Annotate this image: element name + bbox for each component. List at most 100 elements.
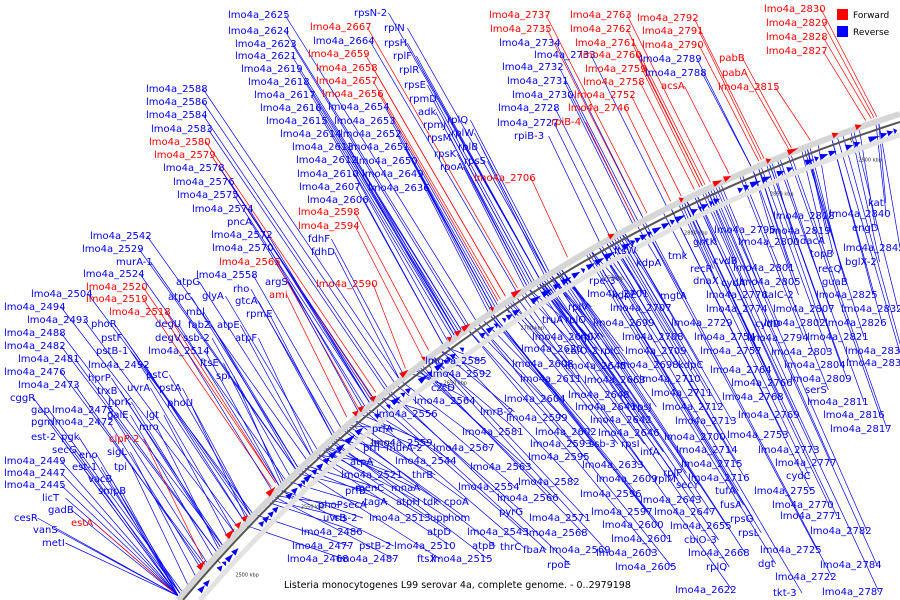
leader-line xyxy=(489,314,593,433)
gene-label: czcD xyxy=(431,383,455,394)
reverse-gene-arrow xyxy=(335,443,346,453)
reverse-gene-arrow xyxy=(708,200,714,207)
gene-label: lmo4a_2701 xyxy=(587,289,649,300)
gene-label: cpoA xyxy=(444,497,469,508)
reverse-gene-arrow xyxy=(442,359,448,365)
reverse-gene-arrow xyxy=(385,404,391,410)
gene-label: rplC xyxy=(600,346,620,357)
gene-label: lmo4a_2559 xyxy=(371,438,433,449)
reverse-gene-arrow xyxy=(512,309,521,316)
reverse-gene-arrow xyxy=(390,396,401,406)
leader-line xyxy=(372,67,506,297)
leader-line xyxy=(265,501,359,533)
gene-label: lmo4a_2770 xyxy=(772,500,834,511)
leader-line xyxy=(548,135,602,245)
leader-line xyxy=(639,81,695,190)
gene-label: uvrB xyxy=(323,513,346,524)
gene-label: gadB xyxy=(48,505,74,516)
leader-line xyxy=(60,345,218,553)
leader-line xyxy=(331,238,405,377)
leader-line xyxy=(470,119,551,275)
leader-line xyxy=(348,146,459,337)
gene-label: recR xyxy=(690,264,713,275)
leader-line xyxy=(696,194,816,451)
leader-line xyxy=(288,281,360,414)
leader-line xyxy=(359,413,429,444)
gene-label: rplM xyxy=(654,474,676,485)
leader-line xyxy=(641,68,701,188)
gene-label: lmo4a_2566 xyxy=(497,493,559,504)
gene-label: rpmE xyxy=(246,309,273,320)
gene-label: lmo4a_2656 xyxy=(322,89,384,100)
reverse-gene-arrow xyxy=(804,159,815,166)
gene-label: tufA xyxy=(715,486,736,497)
scale-tick-label: 2750 kbp xyxy=(601,275,625,281)
leader-line xyxy=(354,225,422,356)
leader-line xyxy=(427,84,536,284)
gene-label: atpF xyxy=(235,333,257,344)
reverse-gene-arrow xyxy=(853,141,861,148)
reverse-gene-arrow xyxy=(311,468,318,476)
gene-label: lmo4a_2802 xyxy=(764,318,826,329)
leader-line xyxy=(111,478,179,597)
reverse-gene-arrow xyxy=(629,240,636,246)
leader-line xyxy=(476,322,673,568)
gene-label: rplV xyxy=(568,302,588,313)
gene-label: lmo4a_2615 xyxy=(266,116,328,127)
gene-label: lmo4a_2789 xyxy=(640,54,702,65)
inner-grey-ring xyxy=(198,132,900,600)
reverse-gene-arrow xyxy=(485,326,495,334)
gene-label: est-2 xyxy=(31,432,56,443)
reverse-gene-arrow xyxy=(560,276,572,286)
leader-line xyxy=(74,384,204,568)
forward-gene-arrow xyxy=(678,197,684,203)
gene-label: tdk xyxy=(423,497,439,508)
leader-line xyxy=(156,426,220,551)
genome-backbone xyxy=(175,111,900,600)
reverse-gene-arrow xyxy=(316,463,324,471)
gene-label: cesR xyxy=(14,513,38,524)
gene-label: lmo4a_2477 xyxy=(292,541,354,552)
gene-label: lmo4a_2737 xyxy=(489,10,551,21)
reverse-gene-arrow xyxy=(813,156,819,162)
leader-line xyxy=(369,40,519,295)
leader-line xyxy=(223,362,285,483)
leader-line xyxy=(163,414,230,540)
reverse-gene-arrow xyxy=(868,135,880,143)
gene-label: lmo4a_2830 xyxy=(764,4,826,15)
gene-label: engD xyxy=(852,223,879,234)
leader-line xyxy=(600,244,636,296)
leader-line xyxy=(560,268,657,408)
leader-line xyxy=(267,498,347,519)
gene-label: lmo4a_2733 xyxy=(534,50,596,61)
gene-label: galE xyxy=(107,410,129,421)
gene-label: lmo4a_2811 xyxy=(807,397,869,408)
gene-label: rpiB-4 xyxy=(551,117,581,128)
gene-label: lmo4a_2659 xyxy=(308,49,370,60)
gene-label: rplN xyxy=(384,23,405,34)
leader-line xyxy=(822,22,875,118)
gene-label: lmo4a_2654 xyxy=(328,102,390,113)
leader-line xyxy=(302,464,379,489)
leader-line xyxy=(467,329,586,458)
gene-label: lmo4a_2730 xyxy=(512,90,574,101)
forward-gene-arrow xyxy=(712,180,723,187)
leader-line xyxy=(760,166,829,353)
gene-label: lmo4a_2520 xyxy=(86,282,148,293)
gene-label: lmo4a_2801 xyxy=(733,263,795,274)
leader-line xyxy=(83,319,240,529)
reverse-gene-arrow xyxy=(373,413,380,420)
reverse-gene-arrow xyxy=(267,511,274,518)
map-title: Listeria monocytogenes L99 serovar 4a, c… xyxy=(284,580,631,591)
leader-line xyxy=(203,311,299,469)
leader-line xyxy=(467,329,654,554)
gene-label: atpA xyxy=(350,457,373,468)
gene-label: atpD xyxy=(427,527,451,538)
leader-line xyxy=(207,128,387,392)
leader-line xyxy=(56,529,179,597)
scale-tick-label: 2900 kbp xyxy=(858,157,882,163)
leader-line xyxy=(298,468,441,560)
leader-line xyxy=(550,274,712,513)
gene-label: lmo4a_2825 xyxy=(816,290,878,301)
leader-line xyxy=(418,173,492,313)
